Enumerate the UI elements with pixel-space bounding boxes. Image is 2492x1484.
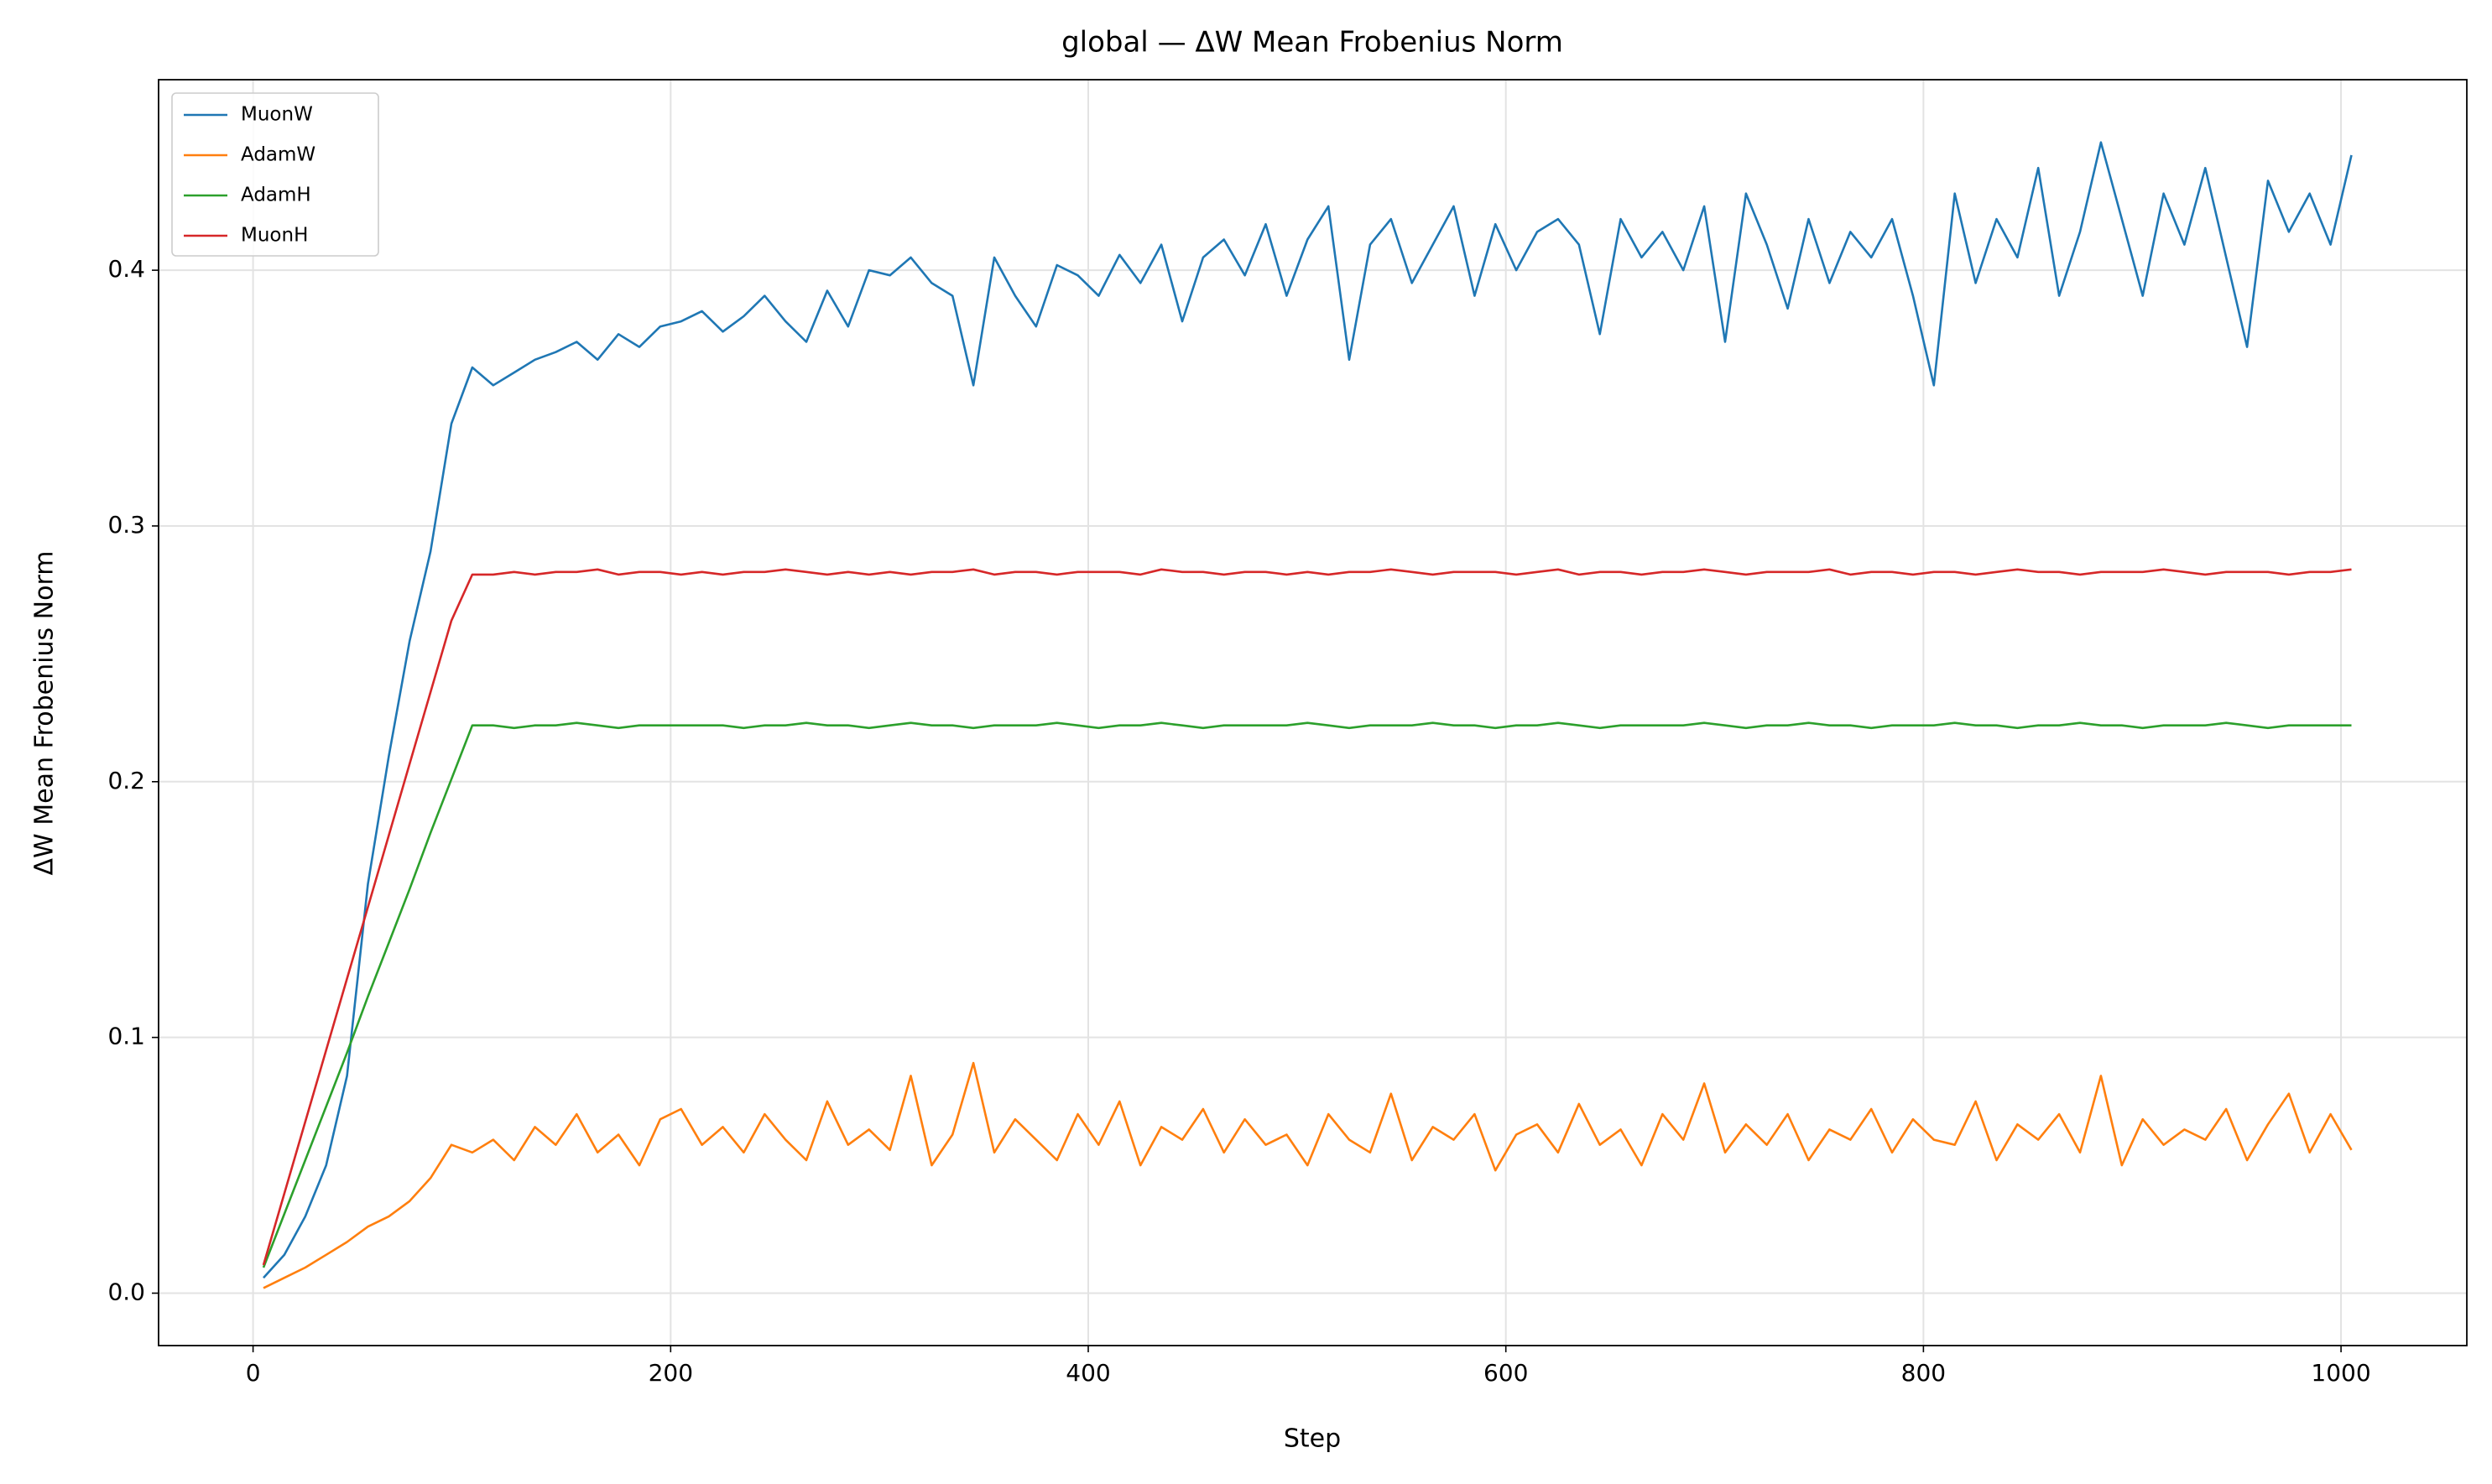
y-tick-label: 0.2 [107, 767, 145, 794]
legend-label: AdamH [241, 185, 311, 206]
data-line [262, 568, 2352, 1266]
legend-box [171, 92, 379, 257]
x-tick-label: 600 [1483, 1359, 1528, 1387]
plot-frame [158, 79, 2468, 1346]
legend-label: MuonW [241, 104, 313, 126]
y-tick-label: 0.0 [107, 1278, 145, 1306]
y-tick-label: 0.4 [107, 255, 145, 283]
x-axis-label: Step [1284, 1424, 1341, 1454]
chart-title: global — ΔW Mean Frobenius Norm [1061, 26, 1563, 60]
x-tick-label: 200 [649, 1359, 693, 1387]
y-tick-label: 0.1 [107, 1023, 145, 1050]
data-line [263, 1061, 2353, 1289]
x-tick-label: 0 [246, 1359, 261, 1387]
x-tick-label: 800 [1901, 1359, 1946, 1387]
x-tick-label: 1000 [2311, 1359, 2370, 1387]
legend-label: AdamW [241, 144, 315, 166]
data-line [263, 141, 2353, 1279]
legend-label: MuonH [241, 225, 308, 247]
data-line [262, 721, 2352, 1268]
legend: MuonW AdamW AdamH MuonH [171, 92, 379, 257]
y-tick-label: 0.3 [107, 511, 145, 539]
y-axis-label: ΔW Mean Frobenius Norm [30, 551, 60, 876]
x-tick-label: 400 [1066, 1359, 1110, 1387]
